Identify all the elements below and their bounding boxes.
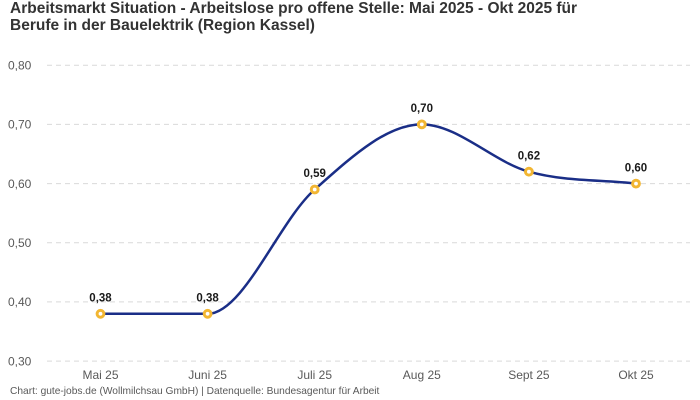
svg-text:0,59: 0,59 [304,168,326,180]
svg-text:0,50: 0,50 [8,236,32,250]
svg-text:0,70: 0,70 [411,103,433,115]
svg-text:0,40: 0,40 [8,295,32,309]
svg-text:0,62: 0,62 [518,150,540,162]
svg-text:Okt 25: Okt 25 [618,368,654,382]
svg-text:Aug 25: Aug 25 [403,368,441,382]
svg-text:Juli 25: Juli 25 [297,368,332,382]
svg-text:0,70: 0,70 [8,118,32,132]
svg-text:0,38: 0,38 [89,293,112,305]
svg-text:Sept 25: Sept 25 [508,368,550,382]
svg-text:0,80: 0,80 [8,60,32,73]
svg-text:Juni 25: Juni 25 [188,368,227,382]
svg-text:Mai 25: Mai 25 [82,368,118,382]
svg-text:0,30: 0,30 [8,354,32,368]
svg-text:0,60: 0,60 [8,177,32,191]
svg-text:0,60: 0,60 [625,162,647,174]
svg-text:0,38: 0,38 [196,293,219,305]
